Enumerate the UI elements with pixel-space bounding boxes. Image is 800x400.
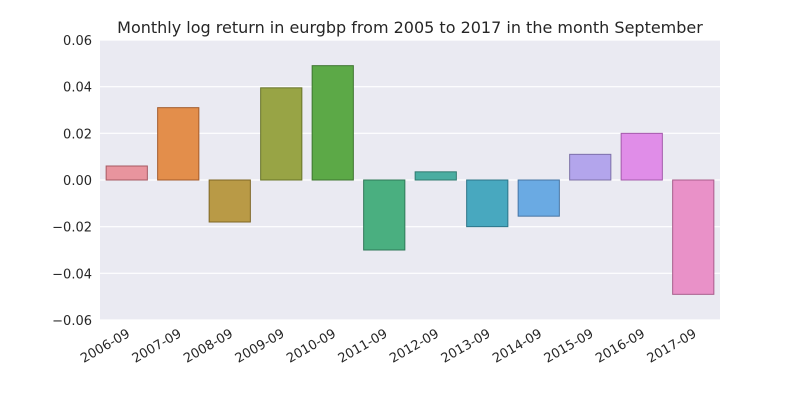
bar-2008-09 <box>208 179 251 223</box>
bar-2006-09 <box>105 165 148 181</box>
bar-2011-09 <box>363 179 406 251</box>
y-tick-label: 0.02 <box>63 127 92 142</box>
x-axis-ticks: 2006-092007-092008-092009-092010-092011-… <box>78 326 699 366</box>
gridlines <box>100 39 720 321</box>
y-tick-label: −0.04 <box>52 267 92 282</box>
y-tick-label: 0.06 <box>63 34 92 49</box>
x-tick-label: 2007-09 <box>130 326 185 366</box>
x-tick-label: 2016-09 <box>593 326 648 366</box>
x-tick-label: 2015-09 <box>542 326 597 366</box>
bar-2012-09 <box>414 171 457 181</box>
y-tick-label: −0.06 <box>52 314 92 329</box>
x-tick-label: 2013-09 <box>439 326 494 366</box>
x-tick-label: 2012-09 <box>387 326 442 366</box>
y-tick-label: −0.02 <box>52 221 92 236</box>
x-tick-label: 2014-09 <box>490 326 545 366</box>
y-axis-ticks: −0.06 −0.04 −0.02 0.00 0.02 0.04 0.06 <box>52 34 92 329</box>
x-tick-label: 2009-09 <box>233 326 288 366</box>
bar-2015-09 <box>569 153 612 181</box>
bar-2007-09 <box>157 107 200 181</box>
bar-2017-09 <box>672 179 715 295</box>
bar-2016-09 <box>620 132 663 181</box>
bars <box>105 65 715 295</box>
x-tick-label: 2011-09 <box>336 326 391 366</box>
x-tick-label: 2008-09 <box>181 326 236 366</box>
bar-2009-09 <box>260 87 303 181</box>
x-tick-label: 2017-09 <box>645 326 700 366</box>
y-tick-label: 0.00 <box>63 174 92 189</box>
chart-title: Monthly log return in eurgbp from 2005 t… <box>117 18 703 37</box>
bar-2010-09 <box>311 65 354 181</box>
bar-2013-09 <box>466 179 509 228</box>
y-tick-label: 0.04 <box>63 81 92 96</box>
x-tick-label: 2006-09 <box>78 326 133 366</box>
bar-2014-09 <box>517 179 560 217</box>
x-tick-label: 2010-09 <box>284 326 339 366</box>
